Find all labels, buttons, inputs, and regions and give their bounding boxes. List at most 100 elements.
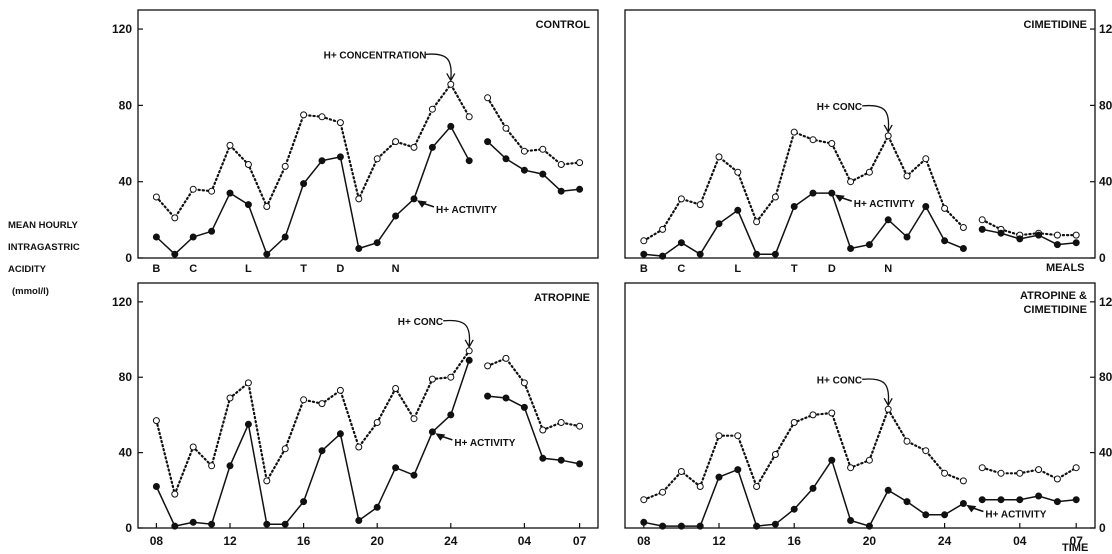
- activity-point: [734, 466, 742, 474]
- y-tick-label: 0: [125, 251, 132, 265]
- concentration-point: [1053, 475, 1061, 483]
- y-tick-label: 40: [119, 175, 133, 189]
- concentration-point: [428, 105, 436, 113]
- concentration-point: [428, 375, 436, 383]
- activity-point: [355, 517, 363, 524]
- meal-marker: N: [884, 263, 892, 275]
- concentration-point: [336, 119, 344, 127]
- concentration-point: [865, 168, 873, 176]
- concentration-point: [809, 411, 817, 419]
- panel-title: ATROPINE: [534, 292, 590, 304]
- activity-point: [244, 201, 252, 209]
- activity-point: [244, 420, 252, 428]
- activity-point: [336, 153, 344, 161]
- concentration-point: [226, 394, 234, 402]
- activity-point: [978, 496, 986, 504]
- activity-point: [171, 522, 179, 530]
- concentration-point: [502, 354, 510, 362]
- concentration-point: [484, 362, 492, 370]
- activity-point: [373, 503, 381, 511]
- concentration-point: [771, 193, 779, 201]
- activity-point: [410, 195, 418, 203]
- concentration-point: [1053, 231, 1061, 239]
- activity-line: [486, 140, 581, 192]
- y-tick-label: 120: [1099, 295, 1112, 309]
- concentration-point: [539, 426, 547, 434]
- concentration-point: [355, 443, 363, 451]
- activity-point: [281, 520, 289, 528]
- x-tick-label: 16: [297, 534, 311, 548]
- concentration-annotation: H+ CONC: [817, 102, 862, 113]
- activity-point: [520, 166, 528, 174]
- activity-point: [1035, 492, 1043, 500]
- activity-point: [959, 245, 967, 252]
- activity-point: [520, 403, 528, 411]
- concentration-arrow: [862, 378, 890, 405]
- concentration-line: [155, 349, 471, 498]
- activity-point: [771, 250, 779, 258]
- x-tick-label: 24: [444, 534, 458, 548]
- x-tick-label: 08: [637, 534, 651, 548]
- x-tick-label: 12: [712, 534, 726, 548]
- activity-point: [696, 522, 704, 530]
- activity-line: [643, 458, 965, 527]
- activity-annotation: H+ ACTIVITY: [454, 438, 515, 449]
- meal-marker: B: [640, 263, 648, 275]
- concentration-point: [281, 162, 289, 170]
- y-tick-label: 80: [119, 370, 133, 384]
- y-tick-label: 40: [1099, 175, 1112, 189]
- concentration-point: [659, 225, 667, 233]
- activity-point: [790, 505, 798, 513]
- meal-marker: D: [828, 263, 836, 275]
- x-tick-label: 24: [938, 534, 952, 548]
- concentration-point: [447, 373, 455, 381]
- concentration-point: [171, 490, 179, 498]
- activity-point: [978, 225, 986, 233]
- concentration-point: [903, 172, 911, 180]
- activity-point: [1016, 496, 1024, 504]
- activity-point: [884, 486, 892, 494]
- concentration-point: [847, 464, 855, 472]
- meal-marker: B: [152, 263, 160, 275]
- activity-point: [502, 155, 510, 163]
- activity-arrowhead: [966, 504, 977, 513]
- activity-annotation: H+ ACTIVITY: [854, 199, 915, 210]
- concentration-point: [1035, 466, 1043, 474]
- concentration-point: [922, 155, 930, 163]
- x-tick-label: 16: [788, 534, 802, 548]
- activity-point: [484, 138, 492, 146]
- y-axis-label-line-1: MEAN HOURLY: [8, 220, 79, 231]
- activity-arrowhead: [834, 194, 845, 202]
- concentration-point: [244, 161, 252, 168]
- activity-point: [640, 250, 648, 258]
- activity-point: [1035, 231, 1043, 239]
- concentration-point: [502, 124, 510, 132]
- concentration-point: [281, 445, 289, 453]
- concentration-line: [155, 82, 471, 220]
- activity-point: [771, 520, 779, 528]
- concentration-point: [1072, 464, 1080, 472]
- concentration-point: [355, 195, 363, 203]
- x-tick-label: 07: [1070, 534, 1084, 548]
- y-tick-label: 120: [112, 22, 132, 36]
- concentration-point: [790, 419, 798, 426]
- concentration-arrowhead: [464, 339, 474, 349]
- concentration-point: [941, 204, 949, 212]
- activity-point: [171, 250, 179, 258]
- concentration-point: [1016, 469, 1024, 477]
- activity-point: [263, 250, 271, 258]
- activity-point: [539, 454, 547, 462]
- concentration-point: [557, 161, 565, 168]
- activity-line: [643, 192, 965, 257]
- activity-point: [922, 203, 930, 210]
- meal-marker: C: [189, 263, 197, 275]
- activity-point: [884, 216, 892, 224]
- activity-point: [300, 180, 308, 188]
- y-tick-label: 120: [1099, 22, 1112, 36]
- activity-point: [392, 212, 400, 220]
- meals-label: MEALS: [1046, 262, 1085, 274]
- activity-annotation: H+ ACTIVITY: [985, 510, 1046, 521]
- panel-title: CIMETIDINE: [1023, 304, 1087, 316]
- y-axis-label-line-2: INTRAGASTRIC: [8, 242, 80, 253]
- activity-point: [865, 522, 873, 530]
